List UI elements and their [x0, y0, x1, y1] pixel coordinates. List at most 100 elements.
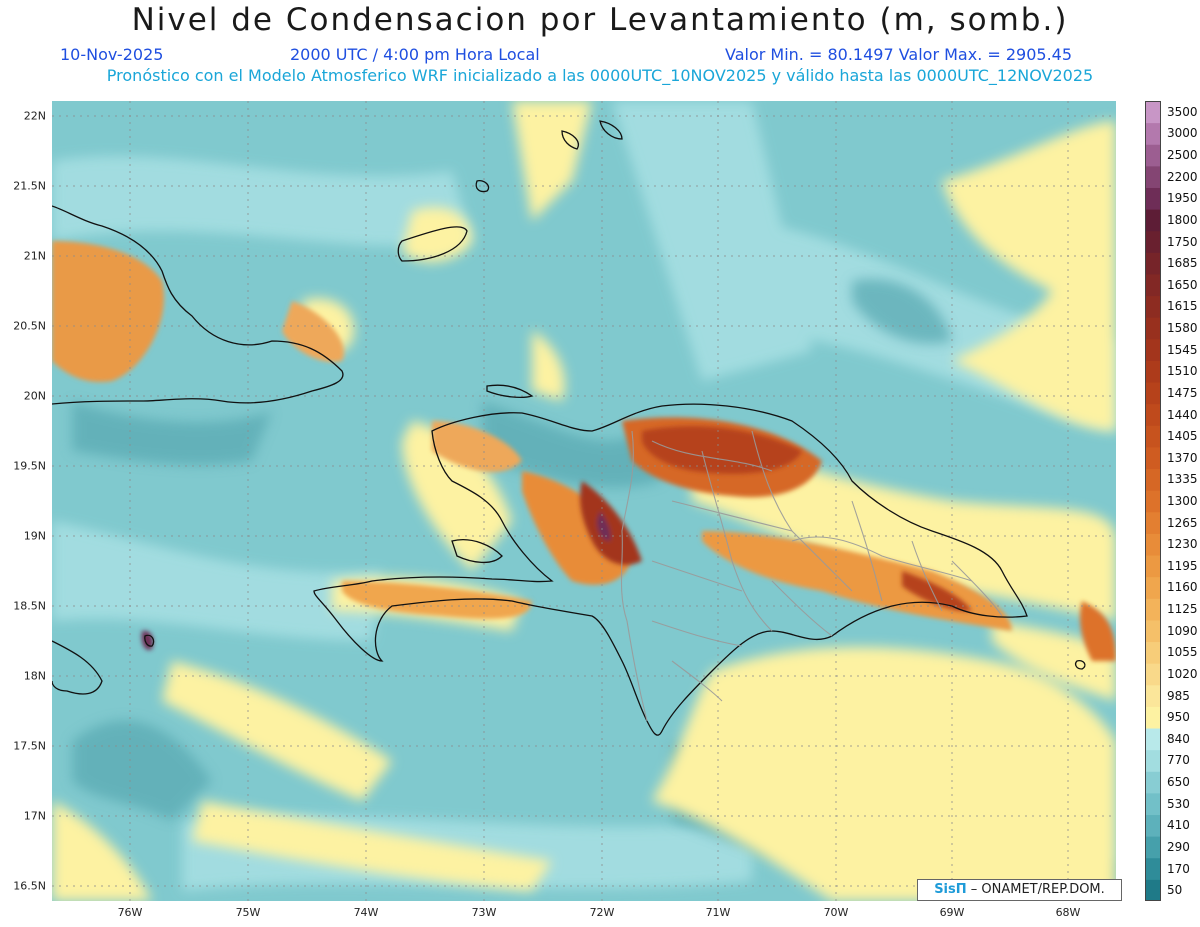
colorbar-label: 1545: [1167, 342, 1198, 357]
colorbar-label: 1510: [1167, 364, 1198, 379]
colorbar-label: 1020: [1167, 666, 1198, 681]
colorbar-label: 1800: [1167, 212, 1198, 227]
colorbar-label: 950: [1167, 710, 1190, 725]
lat-label: 20N: [23, 389, 46, 403]
tortuga-coast: [486, 384, 534, 398]
jamaica-coast: [52, 640, 103, 695]
colorbar-label: 3000: [1167, 126, 1198, 141]
colorbar-swatch: [1145, 425, 1161, 448]
navassa-coast: [144, 634, 155, 647]
colorbar-swatch: [1145, 101, 1161, 124]
colorbar-label: 530: [1167, 796, 1190, 811]
colorbar-label: 1615: [1167, 299, 1198, 314]
colorbar-label: 1125: [1167, 602, 1198, 617]
colorbar-swatch: [1145, 317, 1161, 340]
colorbar-label: 1370: [1167, 450, 1198, 465]
map-title: Nivel de Condensacion por Levantamiento …: [131, 2, 1069, 38]
colorbar-label: 410: [1167, 818, 1190, 833]
lat-label: 17.5N: [13, 739, 46, 753]
colorbar-swatch: [1145, 663, 1161, 686]
colorbar-swatch: [1145, 230, 1161, 253]
colorbar-label: 1475: [1167, 385, 1198, 400]
colorbar-label: 290: [1167, 839, 1190, 854]
colorbar-label: 1405: [1167, 429, 1198, 444]
lat-label: 21.5N: [13, 179, 46, 193]
colorbar-label: 1750: [1167, 234, 1198, 249]
colorbar-label: 1265: [1167, 515, 1198, 530]
lat-label: 18.5N: [13, 599, 46, 613]
lon-label: 74W: [353, 906, 379, 919]
colorbar-swatch: [1145, 360, 1161, 383]
cuba-coast: [52, 205, 344, 405]
colorbar-label: 840: [1167, 731, 1190, 746]
colorbar-swatch: [1145, 706, 1161, 729]
colorbar: [1145, 101, 1161, 901]
colorbar-swatch: [1145, 771, 1161, 794]
colorbar-swatch: [1145, 857, 1161, 880]
forecast-description: Pronóstico con el Modelo Atmosferico WRF…: [106, 66, 1094, 85]
lat-label: 18N: [23, 669, 46, 683]
valid-date: 10-Nov-2025: [60, 45, 164, 64]
colorbar-swatch: [1145, 641, 1161, 664]
colorbar-swatch: [1145, 468, 1161, 491]
colorbar-label: 985: [1167, 688, 1190, 703]
colorbar-swatch: [1145, 598, 1161, 621]
lat-label: 19N: [23, 529, 46, 543]
valid-time: 2000 UTC / 4:00 pm Hora Local: [290, 45, 540, 64]
colorbar-label: 650: [1167, 775, 1190, 790]
inagua-coast: [397, 226, 468, 262]
cay-3: [599, 120, 623, 140]
lon-label: 70W: [823, 906, 849, 919]
cay-1: [475, 180, 490, 193]
colorbar-swatch: [1145, 295, 1161, 318]
colorbar-swatch: [1145, 533, 1161, 556]
colorbar-label: 1580: [1167, 321, 1198, 336]
high-lcl-cores: [141, 426, 972, 651]
colorbar-swatch: [1145, 684, 1161, 707]
colorbar-label: 2500: [1167, 148, 1198, 163]
colorbar-label: 1950: [1167, 191, 1198, 206]
colorbar-label: 2200: [1167, 169, 1198, 184]
colorbar-label: 1650: [1167, 277, 1198, 292]
colorbar-swatch: [1145, 209, 1161, 232]
cay-2: [561, 130, 579, 150]
lat-label: 20.5N: [13, 319, 46, 333]
colorbar-label: 1335: [1167, 472, 1198, 487]
colorbar-swatch: [1145, 122, 1161, 145]
colorbar-swatch: [1145, 728, 1161, 751]
graticule: [52, 101, 1116, 901]
colorbar-swatch: [1145, 511, 1161, 534]
lon-label: 72W: [589, 906, 615, 919]
colorbar-label: 170: [1167, 861, 1190, 876]
coastlines: [52, 120, 1086, 736]
colorbar-swatch: [1145, 144, 1161, 167]
colorbar-label: 1195: [1167, 558, 1198, 573]
colorbar-frame: [1145, 101, 1161, 901]
lcl-map: [52, 101, 1116, 901]
lon-label: 69W: [939, 906, 965, 919]
lon-label: 76W: [117, 906, 143, 919]
colorbar-swatch: [1145, 187, 1161, 210]
colorbar-swatch: [1145, 338, 1161, 361]
gonave-coast: [451, 539, 503, 564]
colorbar-label: 1230: [1167, 537, 1198, 552]
colorbar-swatch: [1145, 382, 1161, 405]
hispaniola-coast: [313, 403, 1028, 736]
colorbar-label: 1090: [1167, 623, 1198, 638]
lat-label: 21N: [23, 249, 46, 263]
colorbar-label: 50: [1167, 883, 1183, 898]
colorbar-swatch: [1145, 749, 1161, 772]
colorbar-label: 1055: [1167, 645, 1198, 660]
colorbar-label: 3500: [1167, 104, 1198, 119]
credit-text: – ONAMET/REP.DOM.: [970, 882, 1105, 897]
colorbar-label: 1300: [1167, 494, 1198, 508]
colorbar-swatch: [1145, 403, 1161, 426]
colorbar-swatch: [1145, 273, 1161, 297]
lon-label: 71W: [705, 906, 731, 919]
colorbar-swatch: [1145, 446, 1161, 470]
colorbar-label: 770: [1167, 753, 1190, 768]
colorbar-label: 1440: [1167, 407, 1198, 422]
colorbar-swatch: [1145, 165, 1161, 188]
lat-label: 17N: [23, 809, 46, 823]
colorbar-swatch: [1145, 619, 1161, 643]
